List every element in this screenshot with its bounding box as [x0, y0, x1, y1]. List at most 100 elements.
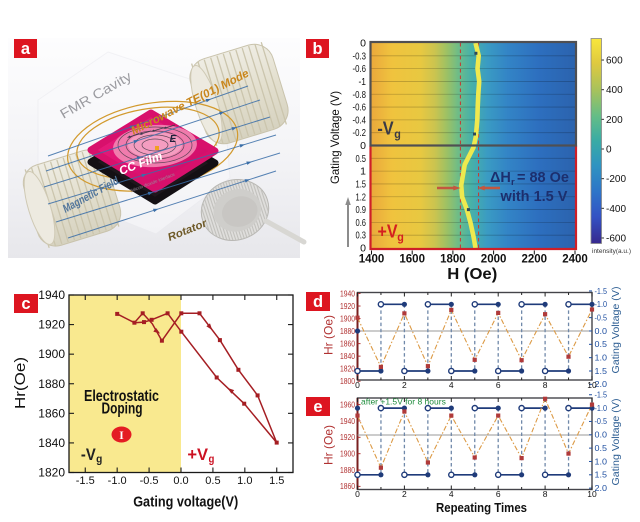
svg-text:with 1.5 V: with 1.5 V	[500, 189, 568, 205]
svg-text:H (Oe): H (Oe)	[447, 266, 497, 283]
svg-text:8: 8	[543, 380, 548, 390]
svg-text:Hr (Oe): Hr (Oe)	[322, 425, 336, 465]
svg-text:1820: 1820	[340, 364, 355, 373]
svg-text:0.9: 0.9	[356, 204, 367, 216]
svg-text:2.0: 2.0	[595, 484, 608, 493]
svg-text:1800: 1800	[340, 377, 355, 386]
svg-text:= 88 Oe: = 88 Oe	[517, 170, 569, 186]
svg-text:-1.0: -1.0	[595, 404, 608, 413]
svg-text:g: g	[394, 127, 401, 141]
svg-text:Gating Voltage (V): Gating Voltage (V)	[328, 91, 342, 184]
svg-text:1860: 1860	[340, 339, 355, 348]
svg-text:-0.5: -0.5	[595, 417, 608, 426]
svg-text:1860: 1860	[340, 482, 355, 491]
svg-text:400: 400	[606, 85, 623, 96]
svg-text:1.5: 1.5	[356, 178, 367, 190]
svg-text:0.5: 0.5	[356, 153, 367, 165]
svg-text:-1.5: -1.5	[595, 287, 608, 296]
svg-text:6: 6	[496, 380, 501, 390]
svg-text:-1.0: -1.0	[108, 475, 127, 487]
svg-text:-0.5: -0.5	[140, 475, 159, 487]
svg-text:1900: 1900	[340, 449, 355, 458]
svg-text:g: g	[96, 454, 102, 466]
svg-text:0.5: 0.5	[205, 475, 220, 487]
svg-text:1.5: 1.5	[595, 471, 608, 480]
svg-text:1.5: 1.5	[595, 367, 608, 376]
svg-text:1860: 1860	[38, 406, 65, 420]
svg-text:g: g	[397, 230, 404, 244]
svg-text:1840: 1840	[38, 436, 65, 450]
svg-text:0: 0	[606, 145, 612, 156]
svg-text:6: 6	[496, 489, 501, 499]
svg-text:0.5: 0.5	[595, 340, 608, 349]
svg-text:1.2: 1.2	[356, 191, 367, 203]
svg-text:-0.5: -0.5	[595, 313, 608, 322]
svg-text:1600: 1600	[399, 254, 425, 266]
svg-text:-V: -V	[81, 446, 96, 464]
svg-text:0.5: 0.5	[595, 444, 608, 453]
svg-text:c: c	[21, 295, 30, 313]
svg-text:2200: 2200	[522, 254, 548, 266]
svg-text:200: 200	[606, 115, 623, 126]
svg-text:0.3: 0.3	[356, 230, 367, 242]
svg-text:1960: 1960	[340, 400, 355, 409]
svg-text:Gating Voltage (V): Gating Voltage (V)	[610, 399, 622, 486]
svg-text:intensity(a.u.): intensity(a.u.)	[592, 248, 631, 255]
svg-text:1: 1	[360, 166, 366, 178]
svg-text:4: 4	[449, 380, 454, 390]
svg-text:0: 0	[360, 38, 366, 50]
svg-text:1400: 1400	[359, 254, 385, 266]
svg-text:-0.3: -0.3	[353, 50, 367, 62]
svg-text:-1.5: -1.5	[76, 475, 95, 487]
svg-text:g: g	[208, 454, 214, 466]
svg-text:1880: 1880	[340, 466, 355, 475]
svg-text:1900: 1900	[340, 314, 355, 323]
svg-text:-0.4: -0.4	[353, 114, 367, 126]
svg-text:1.0: 1.0	[237, 475, 252, 487]
svg-text:1800: 1800	[440, 254, 466, 266]
svg-text:0: 0	[355, 489, 360, 499]
svg-text:Gating voltage(V): Gating voltage(V)	[133, 494, 238, 511]
svg-text:-0.2: -0.2	[353, 127, 367, 139]
svg-text:0.0: 0.0	[173, 475, 188, 487]
svg-text:8: 8	[543, 489, 548, 499]
svg-text:e: e	[313, 398, 322, 416]
svg-text:Hr (Oe): Hr (Oe)	[322, 315, 336, 355]
svg-text:a: a	[21, 40, 31, 58]
svg-text:after +1.5V for 8 hours: after +1.5V for 8 hours	[361, 397, 446, 407]
svg-text:2.0: 2.0	[595, 380, 608, 389]
svg-text:1820: 1820	[38, 466, 65, 480]
svg-text:+V: +V	[187, 446, 208, 464]
svg-text:Electrostatic: Electrostatic	[84, 388, 159, 405]
svg-text:2: 2	[402, 380, 407, 390]
svg-text:2400: 2400	[562, 254, 588, 266]
svg-text:0.6: 0.6	[356, 217, 367, 229]
svg-text:2000: 2000	[481, 254, 507, 266]
svg-text:-0.8: -0.8	[353, 89, 367, 101]
svg-text:1940: 1940	[340, 289, 355, 298]
svg-text:1880: 1880	[38, 377, 65, 391]
svg-text:0.0: 0.0	[595, 327, 608, 336]
svg-text:-0.6: -0.6	[353, 63, 367, 75]
svg-text:600: 600	[606, 56, 623, 67]
svg-text:I: I	[119, 430, 124, 442]
svg-text:1840: 1840	[340, 352, 355, 361]
svg-text:1920: 1920	[340, 302, 355, 311]
svg-text:10: 10	[587, 380, 597, 390]
svg-text:1900: 1900	[38, 347, 65, 361]
svg-text:r: r	[511, 177, 515, 188]
svg-text:-1.5: -1.5	[595, 391, 608, 400]
svg-text:4: 4	[449, 489, 454, 499]
svg-text:0: 0	[360, 140, 366, 152]
svg-text:1940: 1940	[340, 417, 355, 426]
svg-text:-1: -1	[359, 76, 367, 88]
svg-text:Gating Voltage (V): Gating Voltage (V)	[610, 287, 622, 374]
svg-text:Repeating Times: Repeating Times	[436, 500, 527, 515]
svg-text:1.5: 1.5	[269, 475, 284, 487]
svg-text:+V: +V	[378, 222, 398, 242]
svg-text:10: 10	[587, 489, 597, 499]
svg-text:0: 0	[355, 380, 360, 390]
svg-text:d: d	[313, 293, 323, 311]
svg-text:1.0: 1.0	[595, 457, 608, 466]
svg-text:-400: -400	[606, 204, 626, 215]
